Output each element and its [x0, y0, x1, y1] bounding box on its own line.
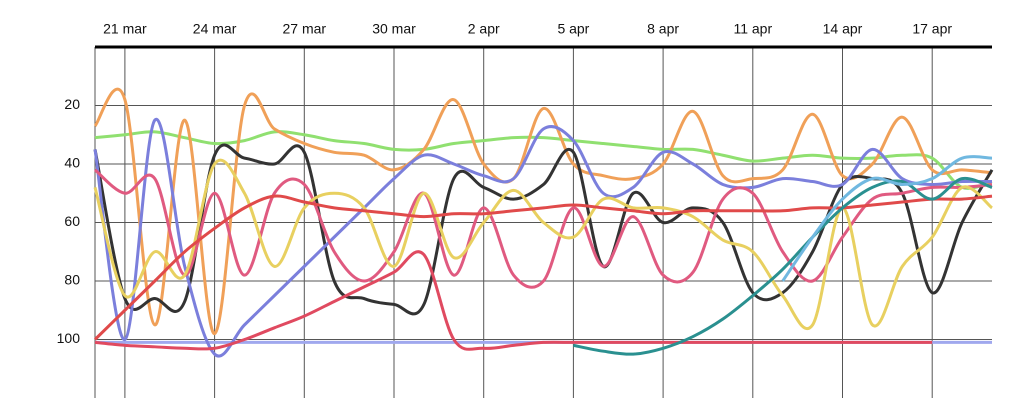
x-tick-label: 2 apr — [468, 21, 500, 37]
y-tick-label: 60 — [64, 213, 80, 229]
x-tick-label: 5 apr — [557, 21, 589, 37]
y-tick-label: 80 — [64, 272, 80, 288]
series-line — [93, 87, 993, 336]
x-tick-label: 8 apr — [647, 21, 679, 37]
x-tick-label: 17 apr — [912, 21, 952, 37]
series-line — [781, 155, 993, 282]
y-tick-label: 40 — [64, 155, 80, 171]
x-tick-label: 21 mar — [103, 21, 147, 37]
x-tick-label: 27 mar — [283, 21, 327, 37]
x-tick-label: 24 mar — [193, 21, 237, 37]
series-line — [93, 117, 993, 358]
x-tick-label: 14 apr — [823, 21, 863, 37]
series-line — [94, 130, 993, 190]
y-tick-label: 20 — [64, 96, 80, 112]
x-tick-label: 30 mar — [372, 21, 416, 37]
x-tick-label: 11 apr — [733, 21, 772, 37]
y-tick-label: 100 — [57, 330, 81, 346]
series-line — [94, 250, 933, 351]
series-line — [94, 168, 993, 289]
series-line — [573, 176, 993, 356]
